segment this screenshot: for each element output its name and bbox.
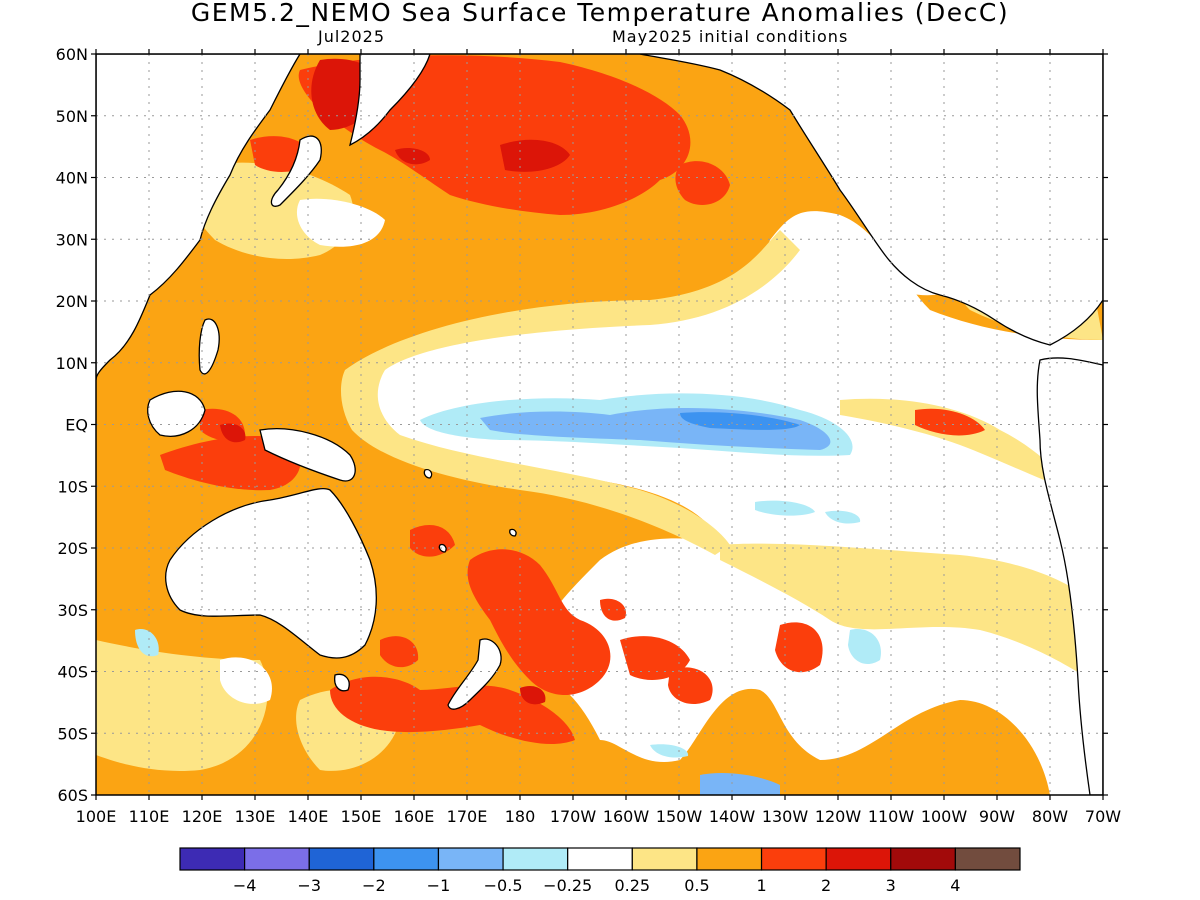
lat-label: 40N — [56, 169, 88, 188]
lat-label: 20N — [56, 292, 88, 311]
colorbar-labels: −4 −3 −2 −1 −0.5 −0.25 0.25 0.5 1 2 3 4 — [233, 876, 961, 895]
colorbar-swatch — [696, 847, 763, 871]
colorbar-label: −0.25 — [543, 876, 592, 895]
lat-label: 50N — [56, 107, 88, 126]
lon-label: 150E — [341, 807, 382, 826]
colorbar-label: −2 — [362, 876, 386, 895]
lon-label: 170E — [447, 807, 488, 826]
colorbar-swatch — [954, 847, 1021, 871]
colorbar-swatch — [179, 847, 246, 871]
lon-label: 110W — [868, 807, 915, 826]
colorbar-swatch — [502, 847, 569, 871]
anomaly-red-south-pacific — [467, 549, 611, 695]
anomaly-cool-core — [680, 412, 800, 430]
lon-label: 140W — [709, 807, 756, 826]
colorbar-swatch — [373, 847, 440, 871]
lat-label: 60N — [56, 45, 88, 64]
forecast-month: Jul2025 — [318, 27, 386, 46]
lat-label: 60S — [57, 786, 88, 805]
lat-label: 20S — [57, 539, 88, 558]
lon-label: 150W — [656, 807, 703, 826]
lon-label: 120E — [182, 807, 223, 826]
lat-label: 30N — [56, 230, 88, 249]
colorbar — [179, 847, 1021, 871]
colorbar-label: 0.5 — [684, 876, 709, 895]
lat-label: 10N — [56, 354, 88, 373]
lon-label: 130E — [235, 807, 276, 826]
colorbar-label: 1 — [756, 876, 766, 895]
lon-label: 160W — [603, 807, 650, 826]
lon-label: 170W — [550, 807, 597, 826]
lon-label: 120W — [815, 807, 862, 826]
colorbar-label: 0.25 — [614, 876, 650, 895]
colorbar-label: 4 — [950, 876, 960, 895]
lon-label: 110E — [129, 807, 170, 826]
colorbar-swatch — [631, 847, 698, 871]
longitude-labels: 100E 110E 120E 130E 140E 150E 160E 170E 180 170W 1… — [76, 807, 1122, 826]
north-america — [639, 54, 1103, 346]
colorbar-label: 2 — [821, 876, 831, 895]
lon-label: 160E — [394, 807, 435, 826]
colorbar-label: −4 — [233, 876, 257, 895]
lat-label: 50S — [57, 724, 88, 743]
colorbar-swatch — [308, 847, 375, 871]
colorbar-label: −0.5 — [484, 876, 523, 895]
lon-label: 130W — [762, 807, 809, 826]
lon-label: 140E — [288, 807, 329, 826]
colorbar-swatch — [760, 847, 827, 871]
anomaly-field — [96, 54, 1103, 795]
lat-label: 30S — [57, 601, 88, 620]
colorbar-swatch — [244, 847, 310, 871]
axis-ticks — [91, 49, 1108, 800]
lon-label: 100E — [76, 807, 117, 826]
colorbar-swatch — [437, 847, 504, 871]
lon-label: 100W — [921, 807, 968, 826]
colorbar-swatch — [825, 847, 892, 871]
lat-label: EQ — [65, 416, 88, 435]
latitude-labels: 60N 50N 40N 30N 20N 10N EQ 10S 20S 30S 40S 50S 60S — [56, 45, 88, 805]
lat-label: 40S — [57, 663, 88, 682]
anomaly-yellow-band — [340, 230, 800, 555]
lon-label: 180 — [505, 807, 536, 826]
australia — [165, 488, 377, 659]
colorbar-swatch — [890, 847, 956, 871]
graticule — [96, 54, 1103, 795]
lat-label: 10S — [57, 477, 88, 496]
initial-conditions: May2025 initial conditions — [612, 27, 849, 46]
colorbar-label: 3 — [886, 876, 896, 895]
land-masses — [96, 54, 1103, 795]
colorbar-label: −3 — [297, 876, 321, 895]
lon-label: 90W — [979, 807, 1015, 826]
colorbar-swatch — [567, 847, 633, 871]
new-zealand — [447, 638, 502, 710]
colorbar-label: −1 — [427, 876, 451, 895]
lon-label: 70W — [1085, 807, 1121, 826]
chart-title: GEM5.2_NEMO Sea Surface Temperature Anom… — [190, 0, 1010, 27]
lon-label: 80W — [1032, 807, 1068, 826]
